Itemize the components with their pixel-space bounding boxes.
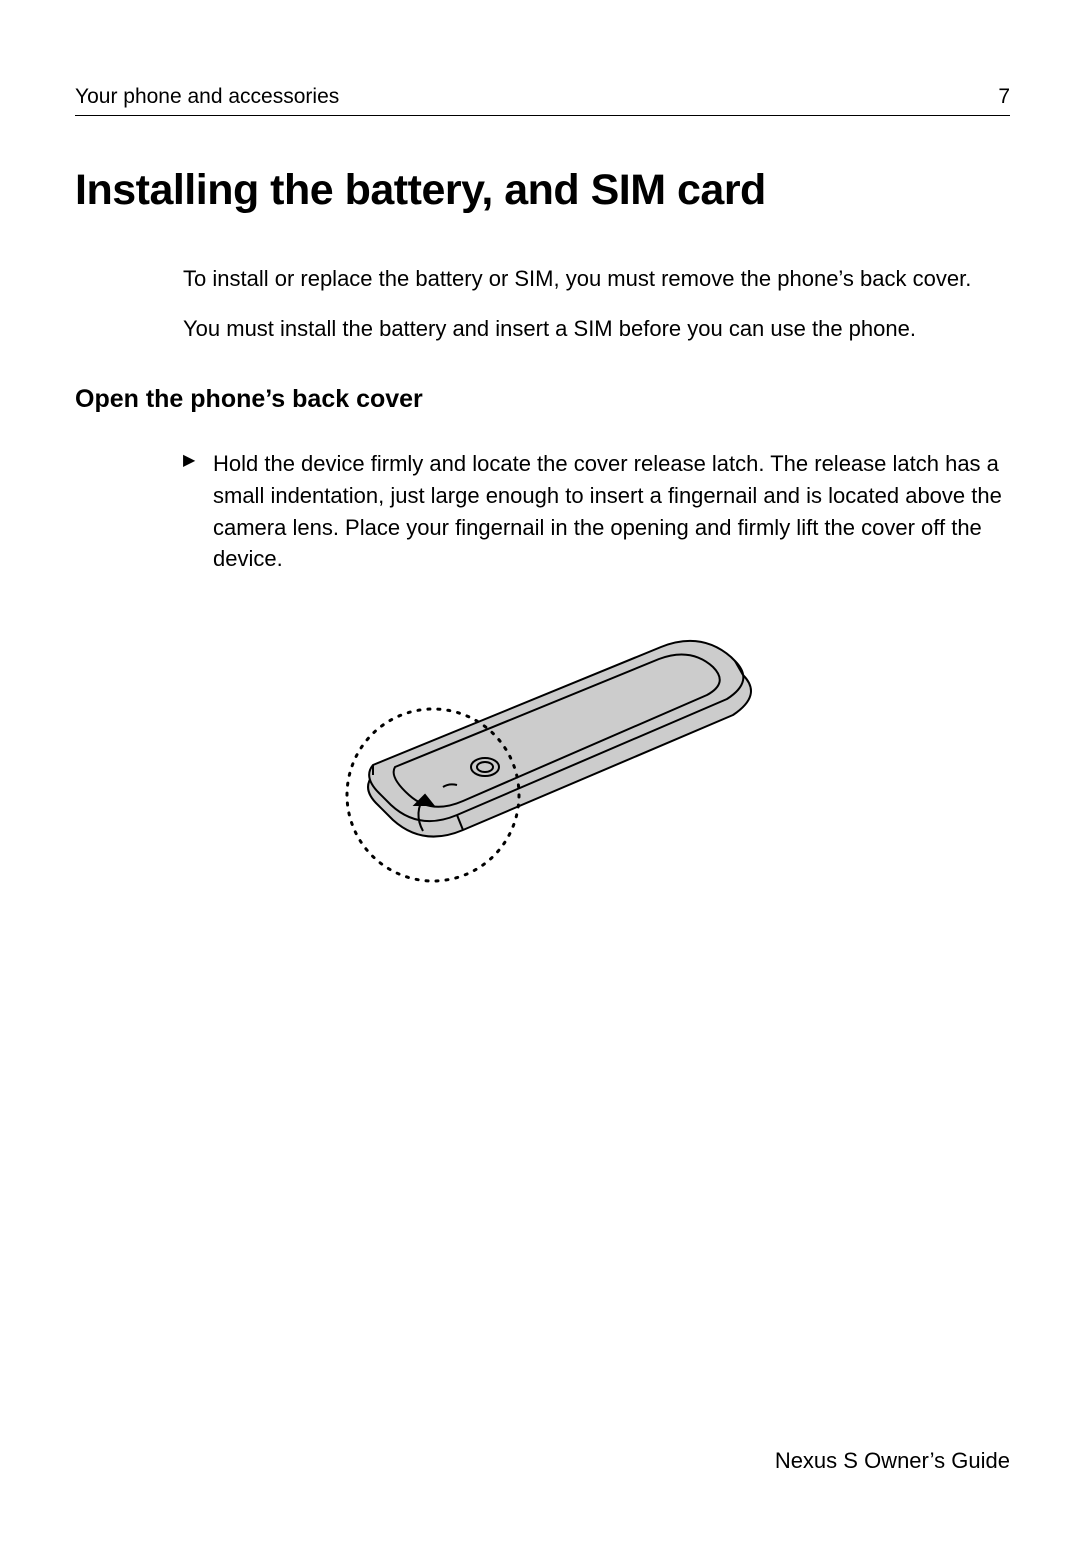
page-container: Your phone and accessories 7 Installing … <box>0 0 1080 1542</box>
step-text: Hold the device firmly and locate the co… <box>213 448 1010 576</box>
step-item: ▶ Hold the device firmly and locate the … <box>183 448 1010 576</box>
section-title: Your phone and accessories <box>75 85 339 109</box>
running-header: Your phone and accessories 7 <box>75 85 1010 116</box>
page-number: 7 <box>998 85 1010 109</box>
bullet-triangle-icon: ▶ <box>183 448 213 474</box>
intro-block: To install or replace the battery or SIM… <box>183 263 1010 345</box>
subheading: Open the phone’s back cover <box>75 385 1010 414</box>
page-title: Installing the battery, and SIM card <box>75 166 1010 215</box>
intro-paragraph-1: To install or replace the battery or SIM… <box>183 263 1010 295</box>
illustration-phone-cover <box>75 595 1010 900</box>
intro-paragraph-2: You must install the battery and insert … <box>183 313 1010 345</box>
footer-guide-name: Nexus S Owner’s Guide <box>775 1448 1010 1474</box>
phone-illustration-svg <box>303 595 783 895</box>
